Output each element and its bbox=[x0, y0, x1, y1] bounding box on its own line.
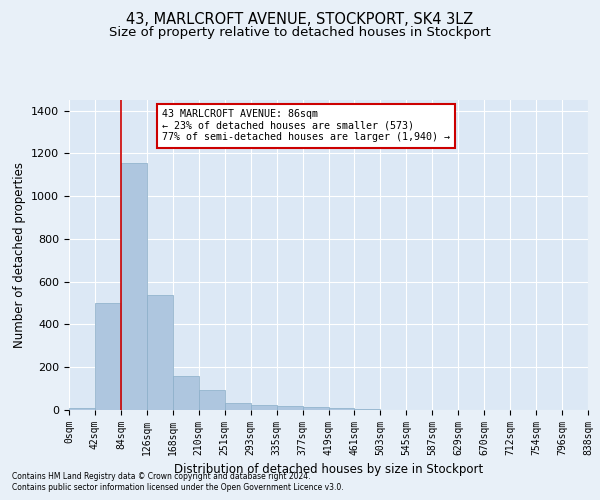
X-axis label: Distribution of detached houses by size in Stockport: Distribution of detached houses by size … bbox=[174, 464, 483, 476]
Bar bbox=[302, 407, 329, 410]
Text: 43, MARLCROFT AVENUE, STOCKPORT, SK4 3LZ: 43, MARLCROFT AVENUE, STOCKPORT, SK4 3LZ bbox=[127, 12, 473, 28]
Bar bbox=[121, 163, 147, 410]
Text: 43 MARLCROFT AVENUE: 86sqm
← 23% of detached houses are smaller (573)
77% of sem: 43 MARLCROFT AVENUE: 86sqm ← 23% of deta… bbox=[163, 110, 451, 142]
Text: Size of property relative to detached houses in Stockport: Size of property relative to detached ho… bbox=[109, 26, 491, 39]
Text: Contains public sector information licensed under the Open Government Licence v3: Contains public sector information licen… bbox=[12, 484, 344, 492]
Bar bbox=[329, 408, 355, 410]
Bar bbox=[147, 294, 173, 410]
Bar bbox=[277, 406, 302, 410]
Bar bbox=[95, 303, 121, 410]
Bar bbox=[251, 404, 277, 410]
Bar bbox=[225, 402, 251, 410]
Bar bbox=[173, 376, 199, 410]
Text: Contains HM Land Registry data © Crown copyright and database right 2024.: Contains HM Land Registry data © Crown c… bbox=[12, 472, 311, 481]
Y-axis label: Number of detached properties: Number of detached properties bbox=[13, 162, 26, 348]
Bar bbox=[199, 390, 224, 410]
Bar bbox=[69, 408, 95, 410]
